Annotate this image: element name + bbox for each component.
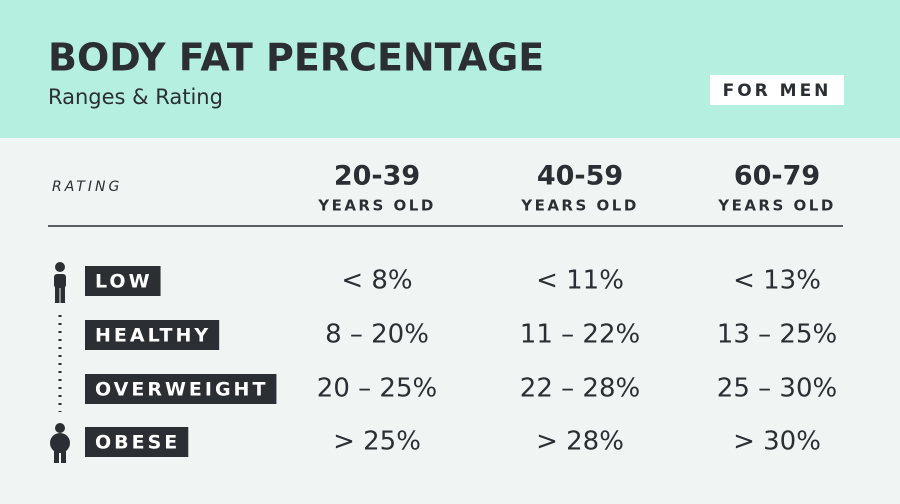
rating-box (85, 320, 220, 350)
range-value: > 30% (733, 427, 821, 457)
rating: HEALTHY (95, 325, 211, 347)
range-value: < 13% (733, 266, 821, 296)
badge-box (710, 75, 844, 105)
range-value: 13 – 25% (717, 320, 837, 350)
column-unit: YEARS OLD (520, 197, 639, 215)
range-value: 11 – 22% (520, 320, 640, 350)
subtitle: Ranges & Rating (48, 85, 223, 109)
title: BODY FAT PERCENTAGE (48, 36, 544, 80)
rating-label: RATING (52, 179, 122, 195)
rating: LOW (95, 271, 153, 293)
range-value: > 25% (333, 427, 421, 457)
range-value: 8 – 20% (325, 320, 429, 350)
small-person-icon (54, 262, 66, 303)
range-value: < 8% (341, 266, 412, 296)
range-value: > 28% (536, 427, 624, 457)
column-age: 40-59 (537, 161, 623, 192)
rating: OBESE (95, 432, 180, 454)
column-age: 60-79 (734, 161, 820, 192)
range-value: < 11% (536, 266, 624, 296)
range-value: 22 – 28% (520, 374, 640, 404)
rating: OVERWEIGHT (95, 379, 268, 401)
rating-box (85, 266, 161, 296)
large-person-icon (50, 423, 70, 463)
column-unit: YEARS OLD (317, 197, 436, 215)
header-band (0, 0, 900, 138)
range-value: 25 – 30% (717, 374, 837, 404)
column-age: 20-39 (334, 161, 420, 192)
rating-box (85, 374, 277, 404)
range-value: 20 – 25% (317, 374, 437, 404)
column-unit: YEARS OLD (717, 197, 836, 215)
badge: FOR MEN (723, 81, 832, 101)
rating-box (85, 427, 189, 457)
